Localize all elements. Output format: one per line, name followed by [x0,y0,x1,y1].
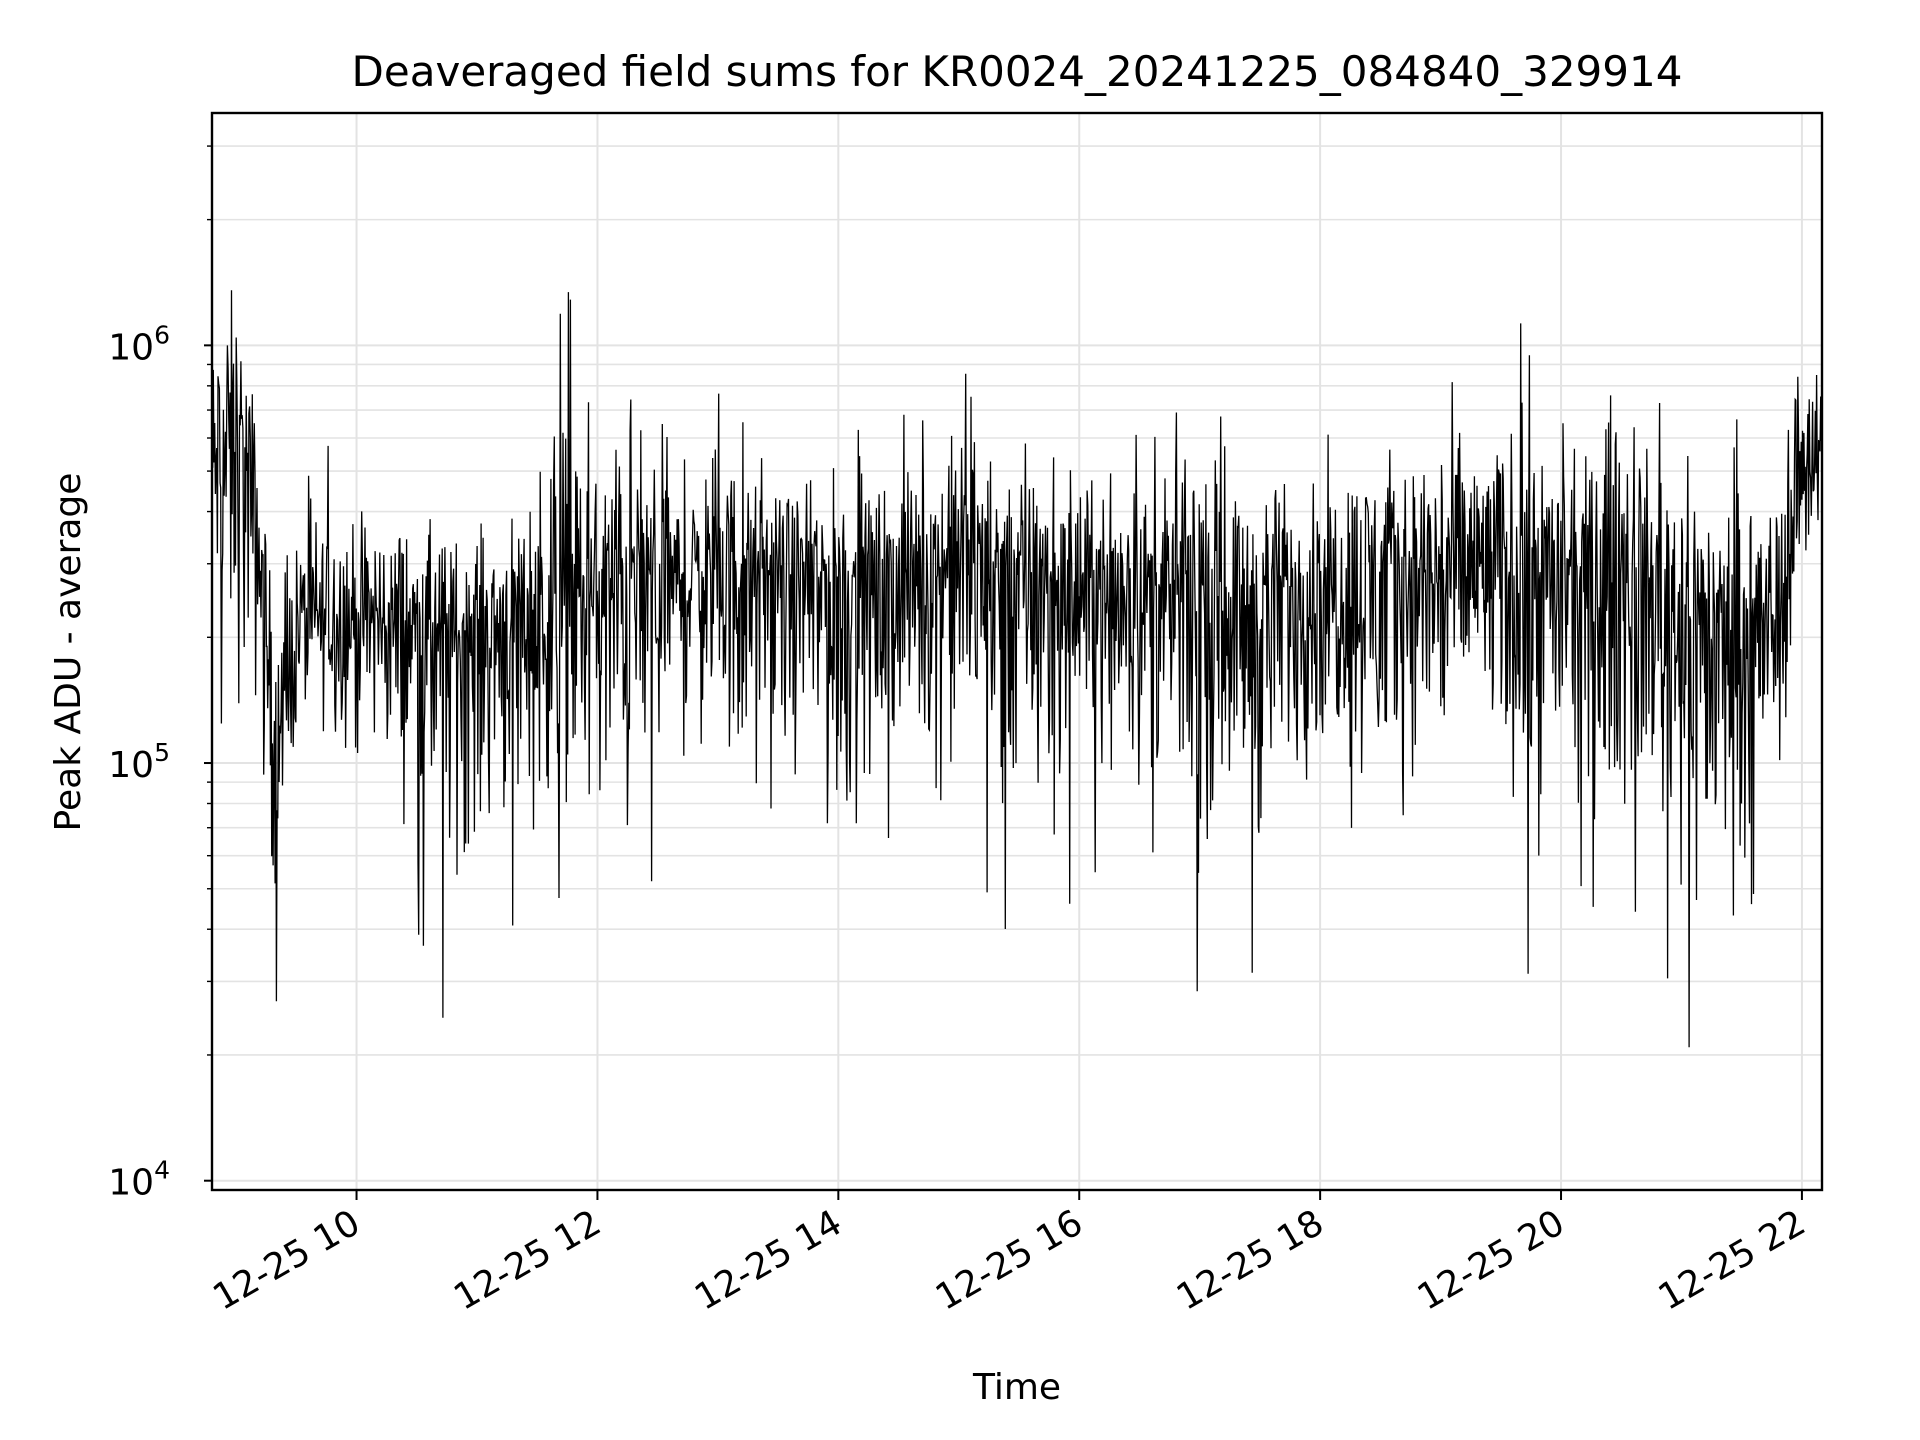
y-axis-label: Peak ADU - average [48,473,89,832]
data-line [211,290,1823,1048]
x-axis-label: Time [972,1367,1061,1408]
series-line [211,290,1823,1048]
plot-frame [210,111,1824,1192]
chart-title: Deaveraged field sums for KR0024_2024122… [352,47,1683,96]
